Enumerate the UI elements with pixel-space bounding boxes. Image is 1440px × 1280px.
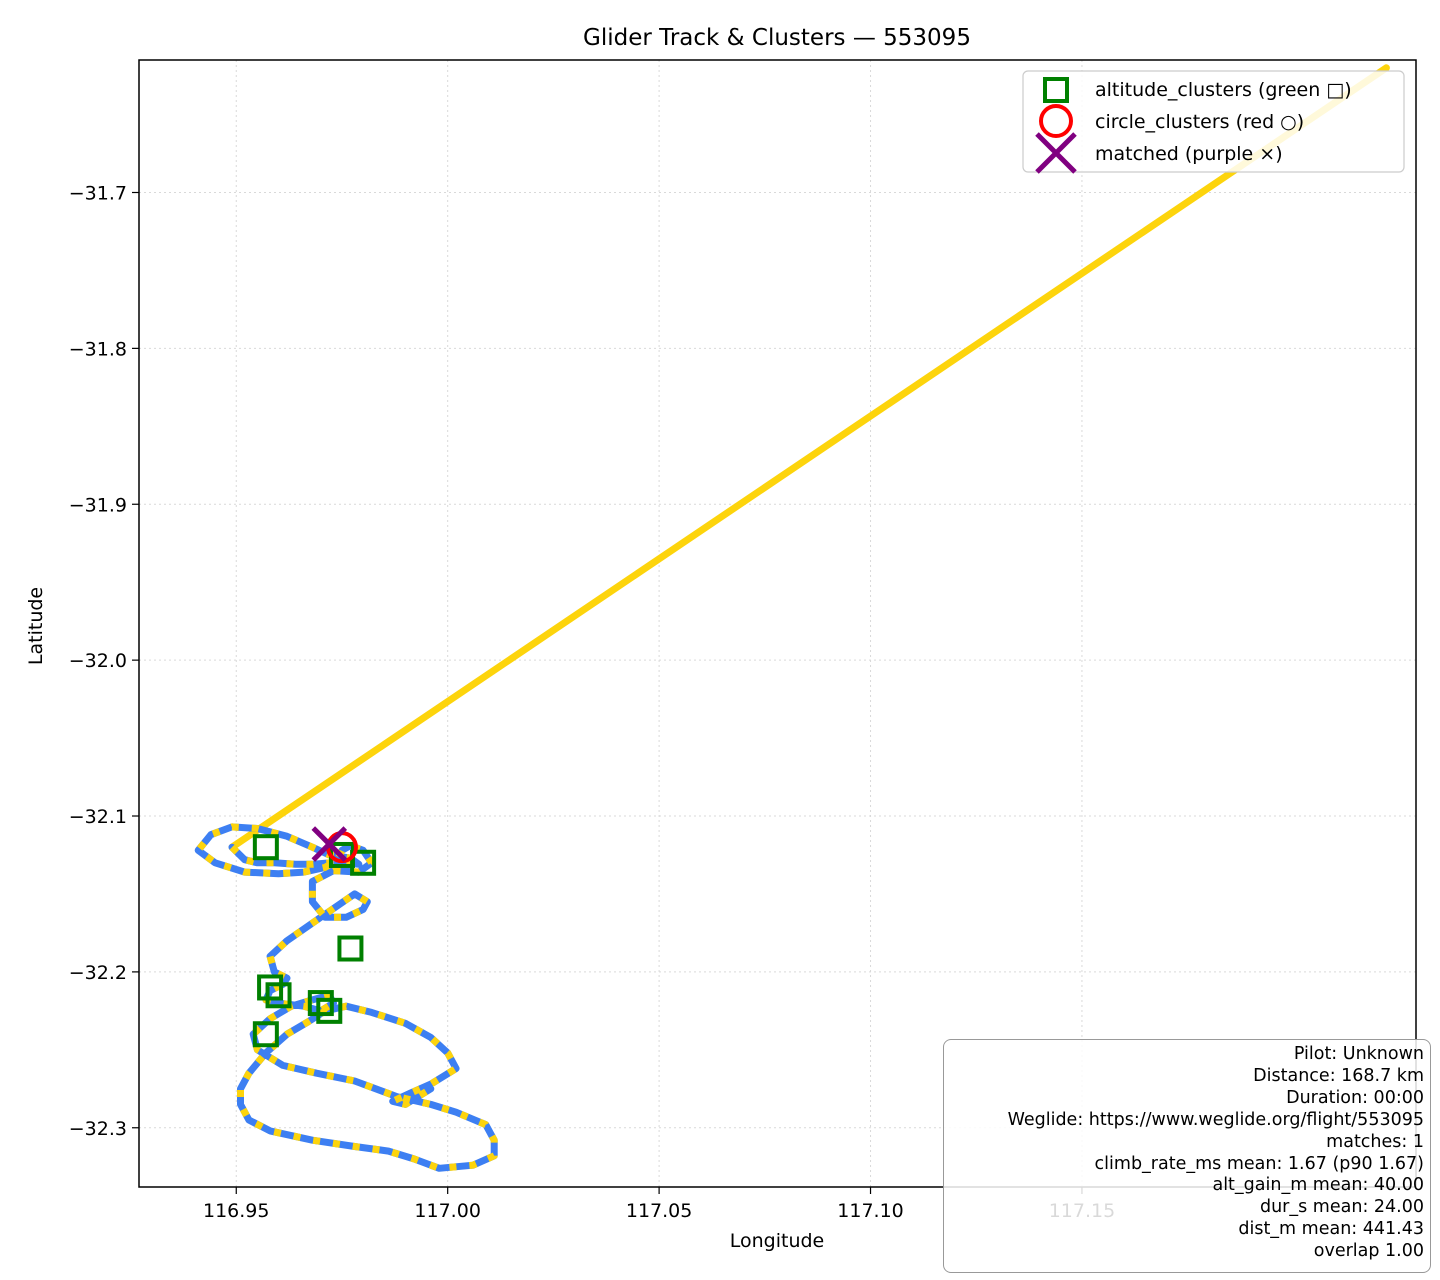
info-matches: matches: 1 [1326, 1131, 1424, 1152]
legend-x-icon [1035, 132, 1077, 174]
x-tick-label: 117.00 [414, 1200, 480, 1222]
info-weglide-link[interactable]: Weglide: https://www.weglide.org/flight/… [1007, 1109, 1424, 1130]
track-glide-line [194, 823, 498, 1172]
altitude-cluster-marker [316, 997, 343, 1024]
direct-track-line [228, 64, 1390, 851]
plot-frame [138, 59, 1417, 1188]
altitude-cluster-marker [337, 935, 364, 962]
y-tick-label: −32.1 [69, 806, 127, 828]
altitude-cluster-marker [350, 849, 377, 876]
info-pilot: Pilot: Unknown [1293, 1044, 1424, 1064]
info-distance-mean: dist_m mean: 441.43 [1238, 1219, 1424, 1240]
info-distance: Distance: 168.7 km [1253, 1065, 1424, 1086]
altitude-cluster-marker [265, 982, 292, 1009]
info-duration-mean: dur_s mean: 24.00 [1259, 1197, 1424, 1218]
matched-marker-stroke [311, 826, 348, 862]
legend: altitude_clusters (green □) circle_clust… [1022, 70, 1405, 174]
legend-square-icon [1043, 77, 1069, 103]
y-axis-ticks: −31.7 −31.8 −31.9 −32.0 −32.1 −32.2 −32.3 [69, 182, 139, 1140]
track-climb-segments [194, 823, 498, 1172]
x-tick-label: 117.10 [837, 1200, 903, 1222]
y-tick-label: −31.8 [69, 338, 127, 360]
chart-title: Glider Track & Clusters — 553095 [583, 25, 971, 51]
y-tick-label: −32.0 [69, 650, 127, 672]
legend-label-altitude-clusters: altitude_clusters (green □) [1095, 79, 1352, 101]
legend-frame [1022, 70, 1405, 173]
y-tick-label: −31.7 [69, 182, 127, 204]
x-axis-label: Longitude [730, 1230, 825, 1252]
y-axis-label: Latitude [25, 587, 47, 665]
altitude-cluster-marker [307, 990, 334, 1017]
grid [139, 60, 1416, 1187]
info-overlap: overlap 1.00 [1313, 1241, 1424, 1262]
info-alt-gain: alt_gain_m mean: 40.00 [1212, 1175, 1424, 1196]
y-tick-label: −32.3 [69, 1118, 127, 1140]
info-duration: Duration: 00:00 [1286, 1087, 1424, 1108]
legend-circle-icon [1039, 104, 1073, 138]
markers [252, 826, 377, 1048]
altitude-cluster-marker [252, 834, 279, 861]
altitude-cluster-marker [252, 1021, 279, 1048]
track [194, 64, 1390, 1172]
legend-label-circle-clusters: circle_clusters (red ○) [1095, 111, 1304, 133]
info-climb-rate: climb_rate_ms mean: 1.67 (p90 1.67) [1094, 1153, 1424, 1174]
matched-marker [311, 826, 348, 862]
y-tick-label: −32.2 [69, 962, 127, 984]
y-tick-label: −31.9 [69, 494, 127, 516]
x-tick-label: 116.95 [203, 1200, 269, 1222]
flight-info-box: Pilot: Unknown Distance: 168.7 km Durati… [943, 1039, 1431, 1273]
altitude-cluster-marker [257, 974, 284, 1001]
legend-label-matched: matched (purple ×) [1095, 143, 1283, 165]
x-tick-label: 117.05 [626, 1200, 692, 1222]
